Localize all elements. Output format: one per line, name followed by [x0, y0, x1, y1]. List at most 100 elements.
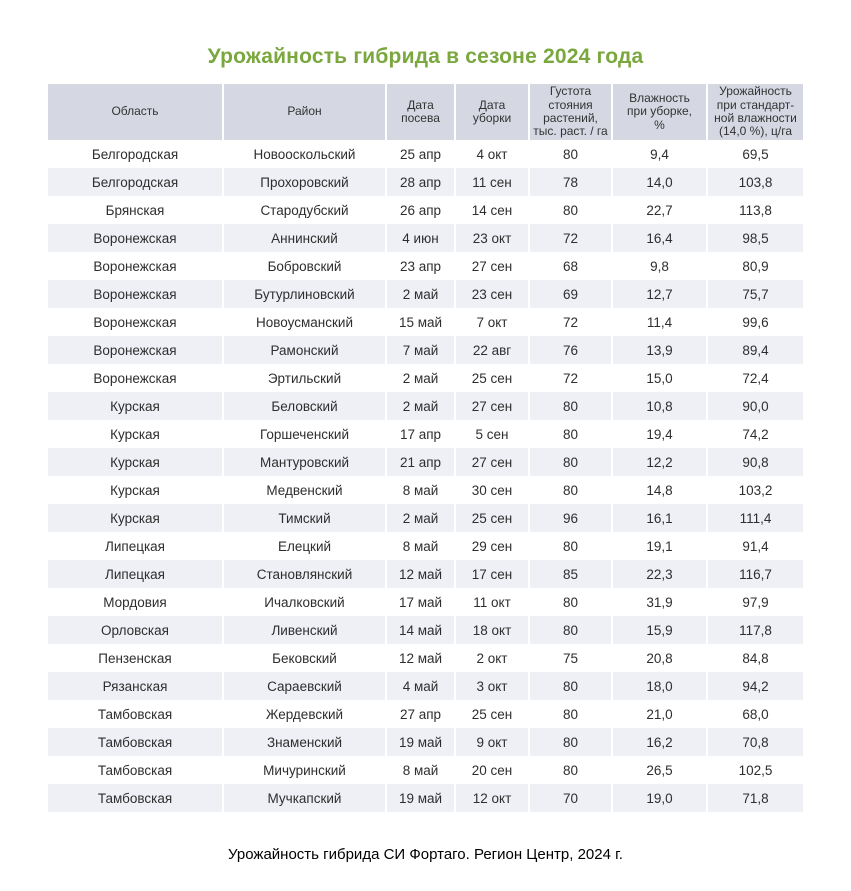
table-cell: 2 окт — [456, 644, 530, 672]
table-cell: Сараевский — [224, 672, 387, 700]
table-cell: Тимский — [224, 504, 387, 532]
table-cell: 68 — [530, 252, 613, 280]
table-cell: 103,8 — [708, 168, 803, 196]
table-cell: 70 — [530, 784, 613, 812]
table-cell: 7 май — [387, 336, 456, 364]
table-cell: 9 окт — [456, 728, 530, 756]
table-cell: 117,8 — [708, 616, 803, 644]
table-cell: 31,9 — [613, 588, 708, 616]
table-cell: 8 май — [387, 532, 456, 560]
table-row: Липецкая Елецкий 8 май 29 сен 80 19,1 91,4 — [48, 532, 803, 560]
table-cell: Жердевский — [224, 700, 387, 728]
table-cell: Курская — [48, 420, 224, 448]
table-cell: 20 сен — [456, 756, 530, 784]
column-header-harvest-date: Дата уборки — [456, 84, 530, 140]
table-cell: 69,5 — [708, 140, 803, 168]
table-cell: Бутурлиновский — [224, 280, 387, 308]
table-container: Область Район Дата посева Дата уборки Гу… — [48, 84, 803, 812]
table-cell: 12,2 — [613, 448, 708, 476]
table-cell: 30 сен — [456, 476, 530, 504]
table-cell: 7 окт — [456, 308, 530, 336]
table-cell: 80 — [530, 532, 613, 560]
table-cell: 15,9 — [613, 616, 708, 644]
column-header-district: Район — [224, 84, 387, 140]
table-cell: Тамбовская — [48, 700, 224, 728]
table-cell: Становлянский — [224, 560, 387, 588]
table-cell: 19,4 — [613, 420, 708, 448]
table-cell: 11 окт — [456, 588, 530, 616]
table-cell: 14 сен — [456, 196, 530, 224]
table-cell: 19,1 — [613, 532, 708, 560]
table-row: Мордовия Ичалковский 17 май 11 окт 80 31,9 97,… — [48, 588, 803, 616]
table-cell: 12 май — [387, 644, 456, 672]
table-cell: 3 окт — [456, 672, 530, 700]
table-cell: 12 окт — [456, 784, 530, 812]
table-cell: Воронежская — [48, 224, 224, 252]
table-row: Курская Тимский 2 май 25 сен 96 16,1 111,4 — [48, 504, 803, 532]
table-cell: Ливенский — [224, 616, 387, 644]
table-cell: Курская — [48, 476, 224, 504]
table-row: Тамбовская Мучкапский 19 май 12 окт 70 19,0 71… — [48, 784, 803, 812]
table-cell: 80 — [530, 672, 613, 700]
table-cell: 15,0 — [613, 364, 708, 392]
table-cell: Воронежская — [48, 252, 224, 280]
table-cell: 26 апр — [387, 196, 456, 224]
table-cell: 102,5 — [708, 756, 803, 784]
table-cell: 22,3 — [613, 560, 708, 588]
table-cell: 17 сен — [456, 560, 530, 588]
table-cell: 22 авг — [456, 336, 530, 364]
table-cell: 80 — [530, 588, 613, 616]
table-cell: 21,0 — [613, 700, 708, 728]
table-cell: 14 май — [387, 616, 456, 644]
table-row: Орловская Ливенский 14 май 18 окт 80 15,9 117,… — [48, 616, 803, 644]
table-cell: 17 апр — [387, 420, 456, 448]
table-cell: 74,2 — [708, 420, 803, 448]
table-cell: 12,7 — [613, 280, 708, 308]
table-cell: 103,2 — [708, 476, 803, 504]
table-cell: 13,9 — [613, 336, 708, 364]
table-cell: 111,4 — [708, 504, 803, 532]
table-row: Курская Медвенский 8 май 30 сен 80 14,8 103,2 — [48, 476, 803, 504]
table-cell: Пензенская — [48, 644, 224, 672]
table-cell: 19 май — [387, 784, 456, 812]
table-cell: 84,8 — [708, 644, 803, 672]
table-cell: 89,4 — [708, 336, 803, 364]
table-cell: 72,4 — [708, 364, 803, 392]
yield-table: Область Район Дата посева Дата уборки Гу… — [48, 84, 803, 812]
table-cell: 70,8 — [708, 728, 803, 756]
table-cell: 80 — [530, 728, 613, 756]
table-cell: 94,2 — [708, 672, 803, 700]
table-cell: 17 май — [387, 588, 456, 616]
table-cell: 14,8 — [613, 476, 708, 504]
table-cell: Горшеченский — [224, 420, 387, 448]
table-row: Тамбовская Мичуринский 8 май 20 сен 80 26,5 10… — [48, 756, 803, 784]
table-cell: 80 — [530, 448, 613, 476]
table-cell: 14,0 — [613, 168, 708, 196]
table-cell: 99,6 — [708, 308, 803, 336]
table-cell: 29 сен — [456, 532, 530, 560]
table-cell: Ичалковский — [224, 588, 387, 616]
table-cell: Новооскольский — [224, 140, 387, 168]
table-cell: 72 — [530, 224, 613, 252]
table-cell: 80 — [530, 476, 613, 504]
table-cell: Орловская — [48, 616, 224, 644]
table-cell: 9,4 — [613, 140, 708, 168]
table-cell: 72 — [530, 364, 613, 392]
table-cell: 26,5 — [613, 756, 708, 784]
table-cell: 80 — [530, 700, 613, 728]
table-cell: 85 — [530, 560, 613, 588]
table-row: Белгородская Новооскольский 25 апр 4 окт 80 9… — [48, 140, 803, 168]
table-cell: 25 сен — [456, 504, 530, 532]
table-cell: 27 сен — [456, 252, 530, 280]
table-cell: 22,7 — [613, 196, 708, 224]
table-row: Курская Мантуровский 21 апр 27 сен 80 12,2 90,… — [48, 448, 803, 476]
table-cell: 15 май — [387, 308, 456, 336]
table-cell: 27 апр — [387, 700, 456, 728]
table-cell: 27 сен — [456, 448, 530, 476]
table-cell: Воронежская — [48, 280, 224, 308]
table-cell: 80,9 — [708, 252, 803, 280]
table-cell: Беловский — [224, 392, 387, 420]
table-cell: 4 окт — [456, 140, 530, 168]
table-cell: 80 — [530, 196, 613, 224]
table-cell: Аннинский — [224, 224, 387, 252]
